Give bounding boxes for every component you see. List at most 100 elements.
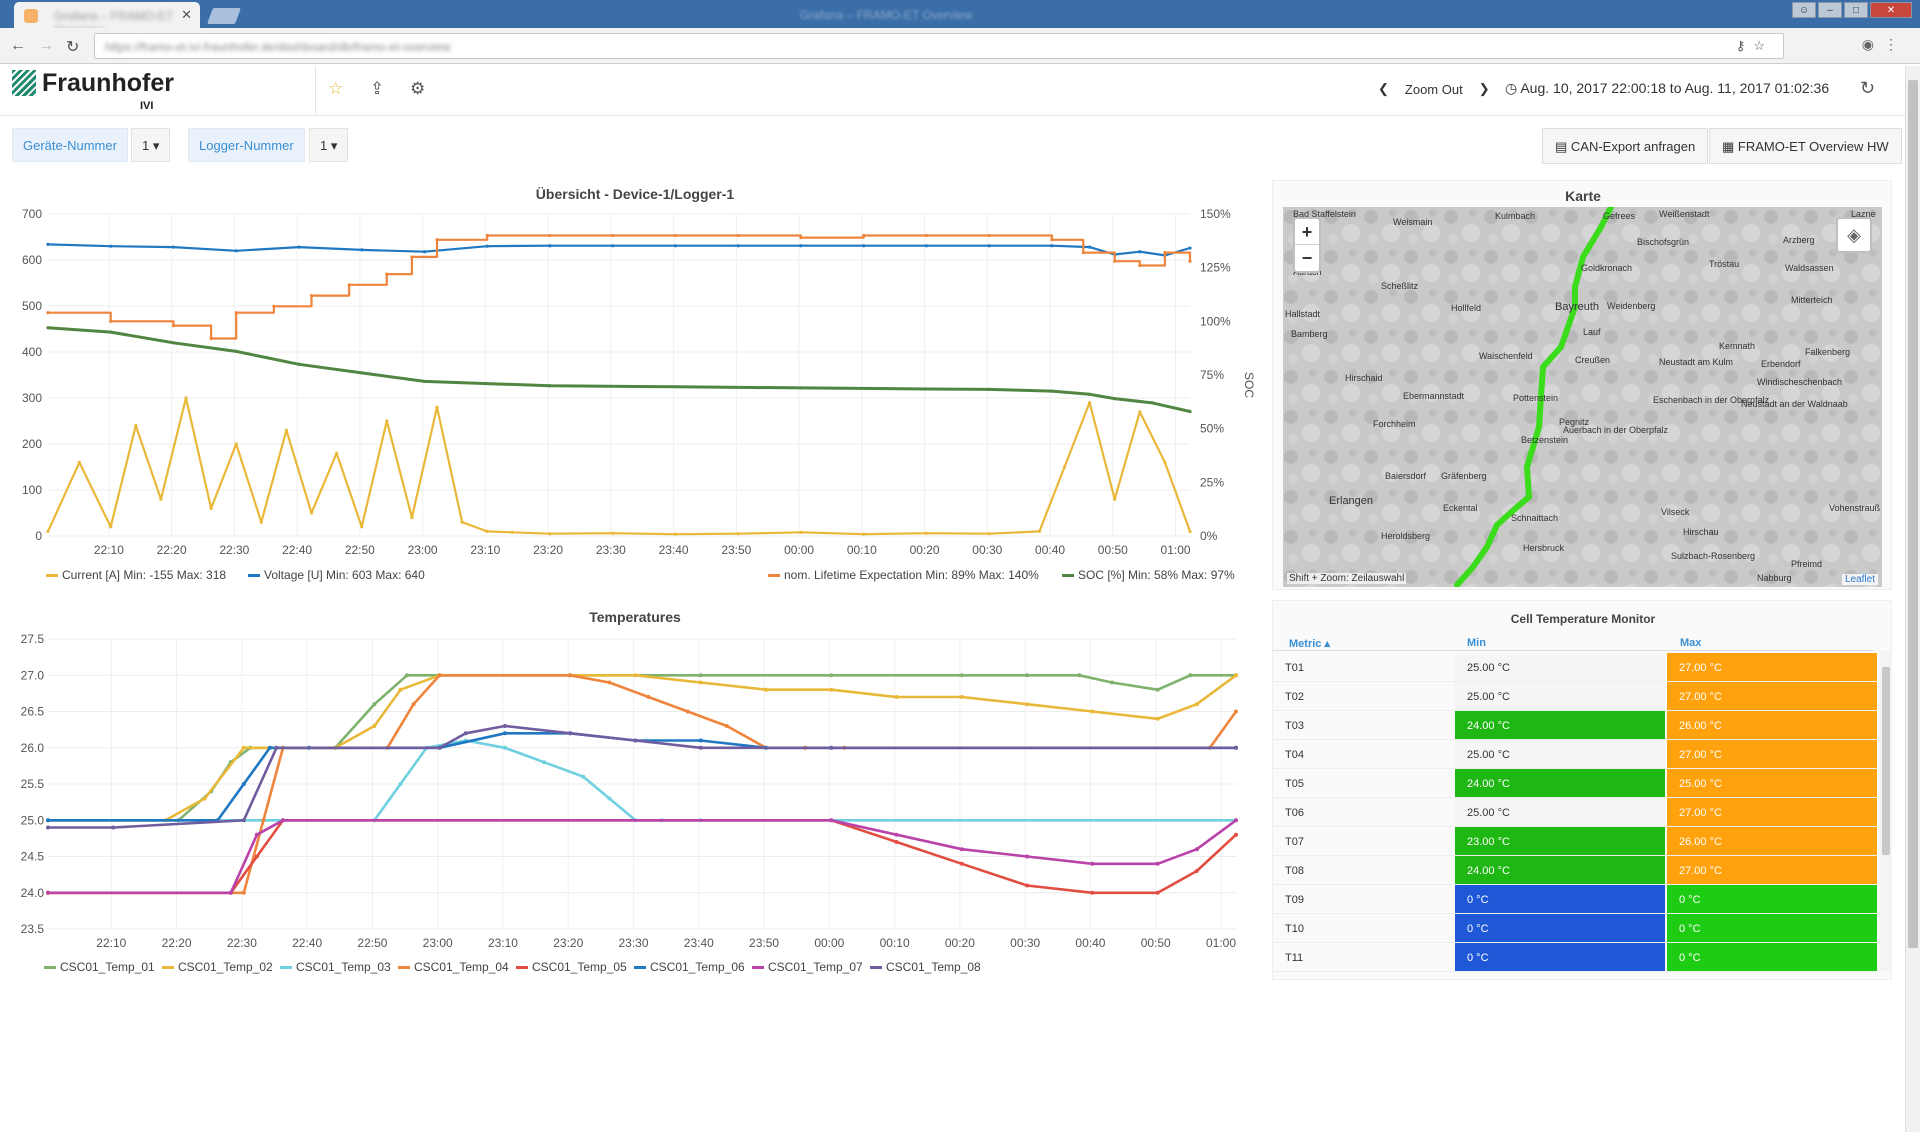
legend-csc01-temp-01[interactable]: CSC01_Temp_01	[60, 960, 155, 974]
temp-series-line-5	[48, 732, 1236, 822]
table-row[interactable]: T11 0 °C 0 °C	[1273, 943, 1877, 972]
browser-tabbar: Grafana – FRAMO-ET Overview ✕ Grafana – …	[0, 0, 1920, 37]
data-point	[385, 419, 389, 423]
map-place-label: Hirschaid	[1345, 373, 1383, 383]
table-row[interactable]: T07 23.00 °C 26.00 °C	[1273, 827, 1877, 856]
x-tick-label: 00:20	[910, 543, 940, 557]
map-place-label: Baiersdorf	[1385, 471, 1427, 481]
table-scrollbar-thumb[interactable]	[1882, 667, 1890, 855]
data-point	[924, 387, 929, 391]
data-point	[736, 532, 740, 536]
layers-icon[interactable]: ◈	[1836, 217, 1872, 253]
y-tick-label: 27.0	[21, 668, 45, 682]
data-point	[1090, 890, 1095, 895]
page-scrollbar[interactable]	[1905, 66, 1920, 1132]
data-point	[437, 673, 442, 678]
legend-csc01-temp-02[interactable]: CSC01_Temp_02	[178, 960, 273, 974]
time-back-icon[interactable]: ❮	[1378, 81, 1389, 96]
reload-icon[interactable]: ↻	[66, 39, 80, 56]
extension-icons[interactable]: ◉⋮	[1861, 36, 1908, 52]
minimize-button[interactable]: –	[1818, 2, 1842, 18]
scrollbar-thumb[interactable]	[1908, 80, 1918, 948]
map-zoom-in-button[interactable]: +	[1295, 219, 1319, 245]
data-point	[611, 531, 615, 535]
legend-csc01-temp-04[interactable]: CSC01_Temp_04	[414, 960, 509, 974]
temperatures-chart[interactable]: 27.5 27.0 26.5 26.0 25.5 25.0 24.5 24.0 23.5 22:1…	[0, 625, 1270, 985]
window-controls: ☺ – □ ✕	[1792, 2, 1912, 18]
data-point	[736, 244, 740, 248]
legend-csc01-temp-08[interactable]: CSC01_Temp_08	[886, 960, 981, 974]
legend-csc01-temp-03[interactable]: CSC01_Temp_03	[296, 960, 391, 974]
leaflet-attribution-link[interactable]: Leaflet	[1841, 574, 1878, 585]
data-point	[959, 847, 964, 852]
data-point	[829, 745, 834, 750]
user-icon[interactable]: ☺	[1792, 2, 1816, 18]
data-point	[1138, 263, 1142, 268]
table-scrollbar[interactable]	[1880, 651, 1892, 971]
legend-lifetime[interactable]: nom. Lifetime Expectation Min: 89% Max: …	[784, 568, 1039, 582]
x-tick-label: 00:30	[972, 543, 1002, 557]
table-row[interactable]: T09 0 °C 0 °C	[1273, 885, 1877, 914]
cell-max: 27.00 °C	[1667, 682, 1877, 710]
device-variable-select[interactable]: 1 ▾	[131, 128, 171, 162]
data-point	[581, 774, 586, 779]
header-divider	[315, 66, 316, 116]
overview-hw-button[interactable]: ▦ FRAMO-ET Overview HW	[1709, 128, 1902, 164]
series-line-1	[47, 243, 1191, 257]
data-point	[1062, 465, 1067, 469]
data-point	[1050, 389, 1054, 393]
close-window-button[interactable]: ✕	[1870, 2, 1912, 18]
forward-icon[interactable]: →	[38, 37, 54, 54]
map-place-label: Pfreimd	[1791, 559, 1823, 569]
fraunhofer-logo[interactable]: Fraunhofer	[12, 70, 174, 96]
map-zoom-out-button[interactable]: −	[1301, 248, 1313, 268]
refresh-icon[interactable]: ↻	[1860, 78, 1876, 98]
map-view[interactable]: Bad Staffelstein Weismain Kulmbach Gefrees W…	[1283, 207, 1882, 587]
col-min-header[interactable]: Min	[1467, 637, 1486, 649]
legend-csc01-temp-05[interactable]: CSC01_Temp_05	[532, 960, 627, 974]
share-icon[interactable]: ⇪	[370, 79, 385, 98]
map-place-label: Auerbach in der Oberpfalz	[1563, 425, 1669, 435]
table-row[interactable]: T03 24.00 °C 26.00 °C	[1273, 711, 1877, 740]
overview-chart[interactable]: 700 600 500 400 300 200 100 0 150% 125% 100% 75% 50%…	[0, 200, 1270, 600]
data-point	[46, 529, 50, 533]
url-action-icons[interactable]: ⚷☆	[1735, 38, 1773, 53]
back-icon[interactable]: ←	[10, 37, 26, 54]
table-row[interactable]: T06 25.00 °C 27.00 °C	[1273, 798, 1877, 827]
table-row[interactable]: T08 24.00 °C 27.00 °C	[1273, 856, 1877, 885]
y-tick-label: 26.0	[21, 741, 45, 755]
y-tick-label: 25.0	[21, 813, 45, 827]
can-export-button[interactable]: ▤ CAN-Export anfragen	[1542, 128, 1709, 164]
time-forward-icon[interactable]: ❯	[1478, 81, 1490, 96]
legend-csc01-temp-07[interactable]: CSC01_Temp_07	[768, 960, 863, 974]
zoom-out-button[interactable]: Zoom Out	[1404, 81, 1463, 97]
legend-csc01-temp-06[interactable]: CSC01_Temp_06	[650, 960, 745, 974]
url-input[interactable]: https://framo-et.ivi.fraunhofer.de/dashb…	[94, 33, 1784, 59]
legend-voltage[interactable]: Voltage [U] Min: 603 Max: 640	[264, 568, 425, 582]
gear-icon[interactable]: ⚙	[410, 79, 426, 98]
table-row[interactable]: T02 25.00 °C 27.00 °C	[1273, 682, 1877, 711]
data-point	[254, 832, 259, 837]
table-row[interactable]: T04 25.00 °C 27.00 °C	[1273, 740, 1877, 769]
map-place-label: Goldkronach	[1581, 263, 1633, 273]
table-row[interactable]: T05 24.00 °C 25.00 °C	[1273, 769, 1877, 798]
table-row[interactable]: T01 25.00 °C 27.00 °C	[1273, 653, 1877, 682]
data-point	[698, 673, 703, 678]
data-point	[241, 745, 246, 750]
new-tab-button[interactable]	[207, 8, 241, 24]
legend-soc[interactable]: SOC [%] Min: 58% Max: 97%	[1078, 568, 1235, 582]
data-point	[1090, 861, 1095, 866]
browser-tab[interactable]: Grafana – FRAMO-ET Overview ✕	[14, 2, 200, 37]
star-icon[interactable]: ☆	[328, 79, 344, 98]
table-row[interactable]: T10 0 °C 0 °C	[1273, 914, 1877, 943]
close-tab-icon[interactable]: ✕	[181, 7, 192, 22]
time-range-picker[interactable]: ◷ Aug. 10, 2017 22:00:18 to Aug. 11, 201…	[1505, 80, 1829, 97]
col-max-header[interactable]: Max	[1680, 637, 1702, 649]
logger-variable-select[interactable]: 1 ▾	[309, 128, 349, 162]
data-point	[1113, 259, 1117, 263]
col-metric-header[interactable]: Metric ▴	[1289, 638, 1330, 650]
legend-current[interactable]: Current [A] Min: -155 Max: 318	[62, 568, 226, 582]
data-point	[548, 244, 552, 248]
maximize-button[interactable]: □	[1844, 2, 1868, 18]
x-tick-label: 22:40	[282, 543, 312, 557]
